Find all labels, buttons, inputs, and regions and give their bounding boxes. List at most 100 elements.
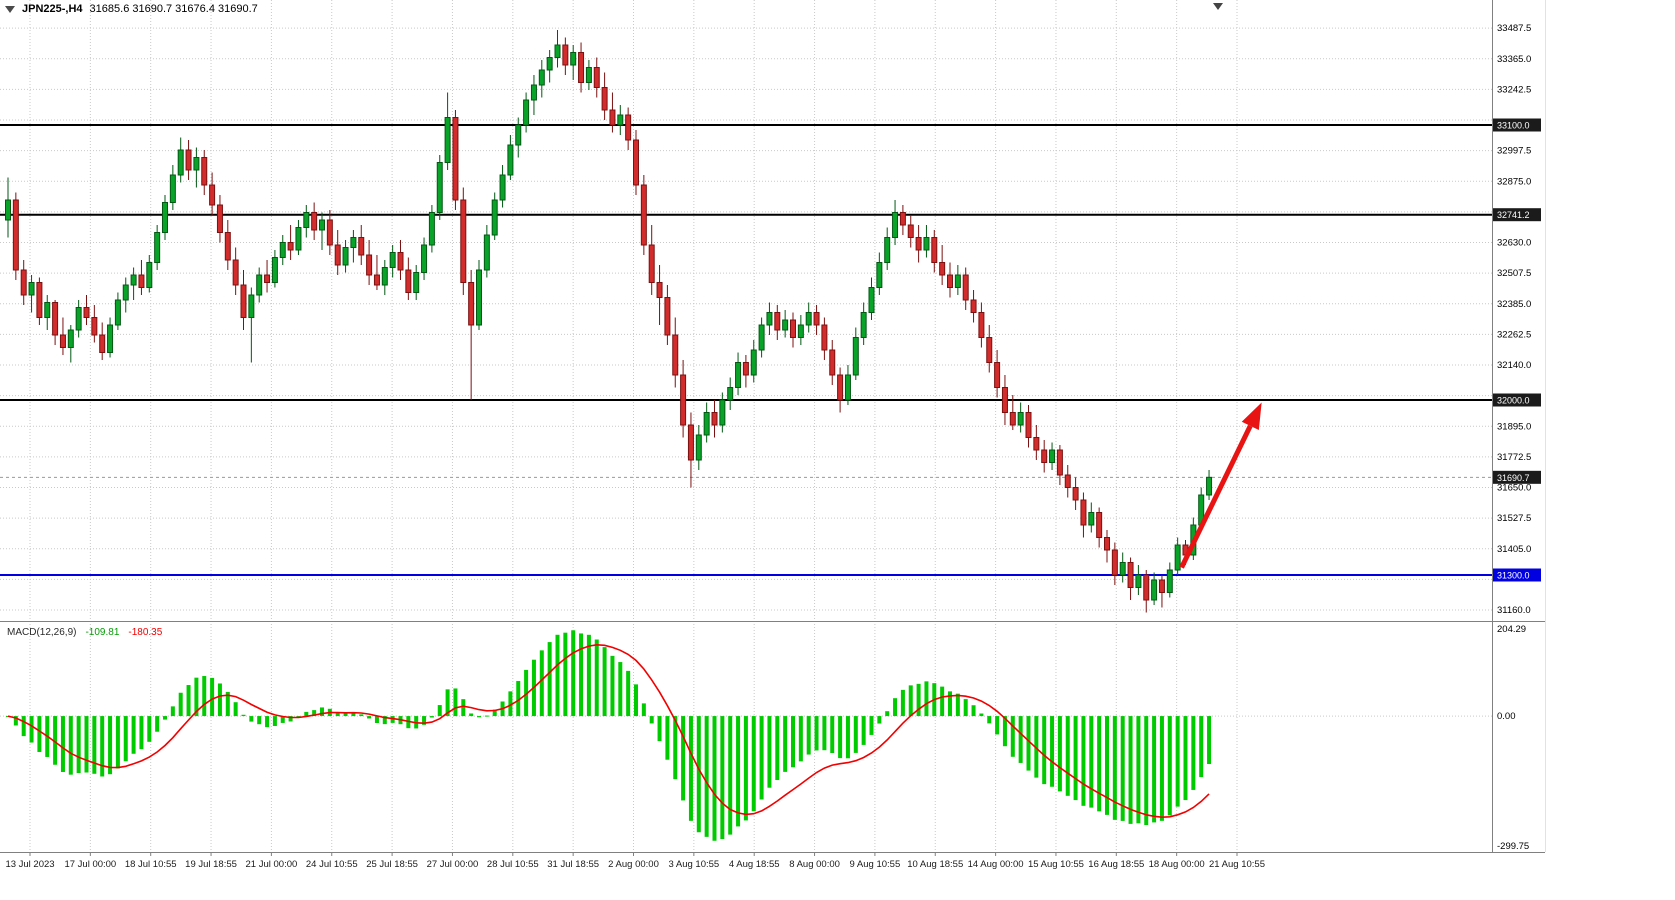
bull-candle bbox=[114, 299, 121, 326]
bull-candle bbox=[248, 294, 255, 318]
macd-bar bbox=[775, 716, 780, 780]
bear-candle bbox=[593, 67, 600, 88]
bull-candle bbox=[28, 282, 35, 296]
macd-bar bbox=[1050, 716, 1055, 787]
macd-bar bbox=[940, 686, 945, 717]
price-tick-label: 32262.5 bbox=[1497, 329, 1531, 340]
bull-candle bbox=[782, 319, 789, 331]
macd-bar bbox=[995, 716, 1000, 735]
time-axis-label: 16 Aug 18:55 bbox=[1088, 859, 1144, 870]
bear-candle bbox=[578, 52, 585, 83]
bull-candle bbox=[735, 362, 742, 388]
bull-candle bbox=[758, 324, 765, 351]
macd-bar bbox=[916, 683, 921, 717]
time-axis-label: 14 Aug 00:00 bbox=[968, 859, 1024, 870]
macd-bar bbox=[814, 716, 819, 751]
macd-bar bbox=[1065, 716, 1070, 796]
bear-candle bbox=[468, 282, 475, 326]
bull-candle bbox=[766, 312, 773, 326]
bull-candle bbox=[523, 99, 530, 126]
macd-bar bbox=[1120, 716, 1125, 821]
macd-signal-line bbox=[7, 643, 1210, 819]
macd-scale: 204.29 0.00 -299.75 bbox=[1497, 624, 1529, 852]
macd-bar bbox=[1057, 716, 1062, 792]
bull-candle bbox=[122, 284, 129, 301]
bull-candle bbox=[1206, 476, 1213, 496]
bull-candle bbox=[805, 312, 812, 326]
macd-bar bbox=[100, 716, 105, 777]
time-axis-label: 19 Jul 18:55 bbox=[185, 859, 237, 870]
bear-candle bbox=[962, 274, 969, 301]
macd-bar bbox=[84, 716, 89, 773]
macd-bar bbox=[728, 716, 733, 835]
bear-candle bbox=[59, 334, 66, 348]
time-axis-label: 4 Aug 18:55 bbox=[729, 859, 780, 870]
bear-candle bbox=[711, 412, 718, 426]
macd-bar bbox=[594, 639, 599, 717]
bear-candle bbox=[36, 282, 43, 318]
macd-bar bbox=[579, 633, 584, 717]
bear-candle bbox=[821, 324, 828, 351]
bull-candle bbox=[546, 57, 553, 71]
macd-bar bbox=[822, 716, 827, 751]
macd-bar bbox=[657, 716, 662, 742]
macd-bar bbox=[92, 716, 97, 774]
time-axis[interactable]: 13 Jul 2023 17 Jul 00:00 18 Jul 10:55 19 Ju… bbox=[5, 852, 1265, 870]
time-axis-label: 17 Jul 00:00 bbox=[64, 859, 116, 870]
time-axis-label: 2 Aug 00:00 bbox=[608, 859, 659, 870]
macd-bar bbox=[21, 716, 26, 737]
price-tick-label: 32507.5 bbox=[1497, 268, 1531, 279]
macd-bar bbox=[681, 716, 686, 801]
macd-signal bbox=[7, 643, 1210, 819]
bull-candle bbox=[507, 144, 514, 176]
macd-bar bbox=[492, 709, 497, 717]
macd-bar bbox=[736, 716, 741, 827]
price-tick-label: 31160.0 bbox=[1497, 605, 1531, 616]
bear-candle bbox=[12, 199, 19, 271]
macd-bar bbox=[783, 716, 788, 772]
bear-candle bbox=[216, 204, 223, 233]
macd-bar bbox=[367, 716, 372, 719]
macd-bar bbox=[853, 716, 858, 753]
bear-candle bbox=[232, 259, 239, 286]
macd-scale-max: 204.29 bbox=[1497, 624, 1526, 635]
macd-scale-zero: 0.00 bbox=[1497, 711, 1516, 722]
bear-candle bbox=[907, 224, 914, 238]
bear-candle bbox=[452, 117, 459, 201]
bear-candle bbox=[201, 157, 208, 186]
bull-candle bbox=[342, 247, 349, 266]
symbol-period-label: JPN225-,H4 bbox=[22, 3, 83, 15]
price-axis[interactable]: 33487.5 33365.0 33242.5 32997.5 32875.0 32630… bbox=[1493, 23, 1541, 616]
price-tick-label: 32385.0 bbox=[1497, 299, 1531, 310]
macd-bar bbox=[123, 716, 128, 762]
arrow-shaft[interactable] bbox=[1179, 424, 1253, 569]
level-price-badge-bg bbox=[1493, 208, 1541, 222]
macd-bar bbox=[1010, 716, 1015, 757]
bear-candle bbox=[1001, 387, 1008, 413]
bear-candle bbox=[672, 334, 679, 376]
macd-bar bbox=[1191, 716, 1196, 790]
price-tick-label: 33487.5 bbox=[1497, 23, 1531, 34]
bull-candle bbox=[256, 274, 263, 296]
macd-bar bbox=[704, 716, 709, 837]
macd-bar bbox=[453, 688, 458, 717]
macd-bar bbox=[335, 712, 340, 717]
trend-arrow-annotation[interactable] bbox=[1179, 402, 1262, 569]
bear-candle bbox=[1096, 512, 1103, 538]
macd-bar bbox=[618, 662, 623, 717]
bear-candle bbox=[373, 274, 380, 286]
level-price-badge-bg bbox=[1493, 568, 1541, 582]
bear-candle bbox=[1104, 537, 1110, 551]
macd-bar bbox=[987, 716, 992, 724]
macd-bar bbox=[1105, 716, 1109, 815]
one-click-panel-toggle-icon[interactable] bbox=[5, 5, 15, 13]
bull-candle bbox=[177, 149, 184, 176]
arrow-head[interactable] bbox=[1241, 402, 1262, 431]
macd-bar bbox=[225, 691, 230, 717]
macd-bar bbox=[304, 711, 309, 717]
macd-bar bbox=[477, 716, 481, 718]
macd-bar bbox=[1081, 716, 1086, 806]
bear-candle bbox=[91, 317, 98, 336]
macd-bar bbox=[649, 716, 654, 724]
